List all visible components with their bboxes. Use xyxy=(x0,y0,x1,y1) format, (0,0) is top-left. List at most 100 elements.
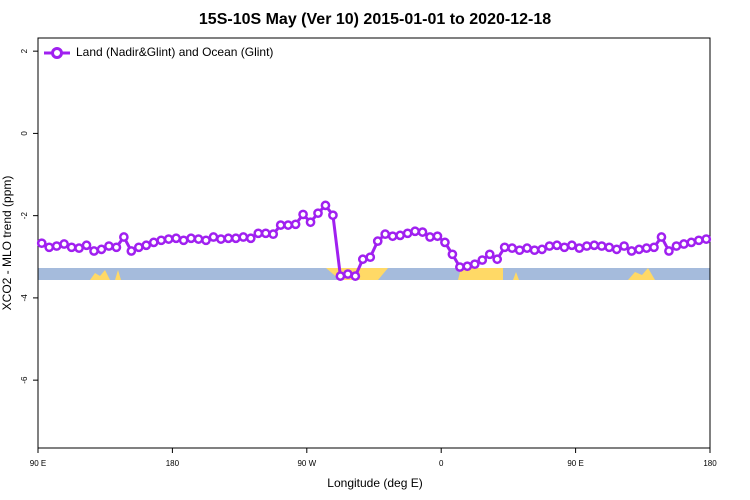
data-point xyxy=(402,228,413,239)
data-point xyxy=(410,226,420,237)
data-point xyxy=(455,262,465,272)
data-point xyxy=(260,228,271,239)
x-tick-label: 90 E xyxy=(30,459,46,468)
data-point xyxy=(290,219,301,230)
data-point xyxy=(544,241,555,251)
data-point xyxy=(245,233,256,244)
data-point xyxy=(559,242,570,253)
data-point xyxy=(701,234,712,244)
y-tick-label: 0 xyxy=(20,131,29,136)
data-point xyxy=(89,246,99,256)
data-point xyxy=(111,242,122,253)
data-point xyxy=(298,209,308,220)
data-point xyxy=(596,241,607,251)
x-tick-label: 90 E xyxy=(567,459,583,468)
data-point xyxy=(208,232,219,242)
data-point xyxy=(193,234,204,244)
data-point xyxy=(462,261,473,272)
data-point xyxy=(514,245,525,256)
data-point xyxy=(313,208,323,219)
land-ocean-mask xyxy=(38,268,710,280)
data-point xyxy=(619,241,629,251)
y-tick-label: -4 xyxy=(20,294,29,302)
data-point xyxy=(387,231,398,242)
data-point xyxy=(148,237,159,248)
data-point xyxy=(611,244,622,255)
data-point xyxy=(178,235,189,246)
legend-marker xyxy=(51,47,63,59)
data-point xyxy=(51,241,62,251)
data-point xyxy=(417,227,428,237)
data-point xyxy=(567,240,577,251)
data-point xyxy=(641,243,652,253)
data-point xyxy=(574,243,585,253)
data-point xyxy=(350,271,361,281)
data-point xyxy=(693,235,704,246)
data-point xyxy=(283,220,293,230)
y-tick-label: -2 xyxy=(20,212,29,220)
data-point xyxy=(141,240,152,251)
data-point xyxy=(275,220,286,230)
land-patch xyxy=(628,268,655,280)
data-point xyxy=(231,233,241,244)
data-point xyxy=(216,234,226,244)
data-point xyxy=(372,236,383,246)
data-point xyxy=(186,233,196,244)
y-tick-label: 2 xyxy=(20,48,29,53)
data-point xyxy=(679,239,689,249)
x-axis-label: Longitude (deg E) xyxy=(327,476,422,490)
data-point xyxy=(253,228,264,239)
legend-label: Land (Nadir&Glint) and Ocean (Glint) xyxy=(76,45,273,59)
data-point xyxy=(328,210,338,221)
land-patch xyxy=(513,272,519,280)
y-tick-label: -6 xyxy=(20,376,29,384)
x-tick-label: 90 W xyxy=(297,459,316,468)
y-axis-label: XCO2 - MLO trend (ppm) xyxy=(0,176,14,311)
data-point xyxy=(365,252,376,263)
data-point xyxy=(440,237,450,248)
data-point xyxy=(96,244,107,255)
data-point xyxy=(133,242,144,253)
data-point xyxy=(447,249,458,260)
data-point xyxy=(59,239,69,249)
data-point xyxy=(268,229,279,240)
data-point xyxy=(484,249,495,260)
data-point xyxy=(66,242,77,253)
data-point xyxy=(634,244,644,255)
data-point xyxy=(156,235,167,246)
data-point xyxy=(477,255,488,265)
data-point xyxy=(395,230,405,241)
data-point xyxy=(126,246,137,256)
data-point xyxy=(36,238,47,249)
x-tick-label: 0 xyxy=(439,459,444,468)
data-point xyxy=(529,245,540,256)
data-point xyxy=(380,229,391,240)
data-point xyxy=(507,243,517,253)
x-tick-label: 180 xyxy=(703,459,717,468)
data-point xyxy=(335,271,346,281)
data-point xyxy=(119,232,129,242)
data-point xyxy=(163,234,174,244)
data-point xyxy=(320,200,331,211)
data-point xyxy=(171,233,181,244)
data-point xyxy=(104,241,114,251)
data-point xyxy=(74,243,84,253)
x-tick-label: 180 xyxy=(166,459,180,468)
data-point xyxy=(656,232,667,242)
data-point xyxy=(522,243,532,253)
data-point xyxy=(604,242,615,253)
data-point xyxy=(537,244,547,255)
legend: Land (Nadir&Glint) and Ocean (Glint) xyxy=(44,45,273,59)
land-patch xyxy=(90,270,110,280)
data-point xyxy=(201,235,211,246)
data-point xyxy=(343,269,353,279)
data-point xyxy=(664,246,674,256)
data-point xyxy=(492,254,503,265)
data-point xyxy=(238,232,249,242)
data-point xyxy=(552,240,562,251)
data-point xyxy=(649,242,659,253)
land-patch xyxy=(115,270,121,280)
data-point xyxy=(469,259,480,270)
data-point xyxy=(581,241,592,251)
